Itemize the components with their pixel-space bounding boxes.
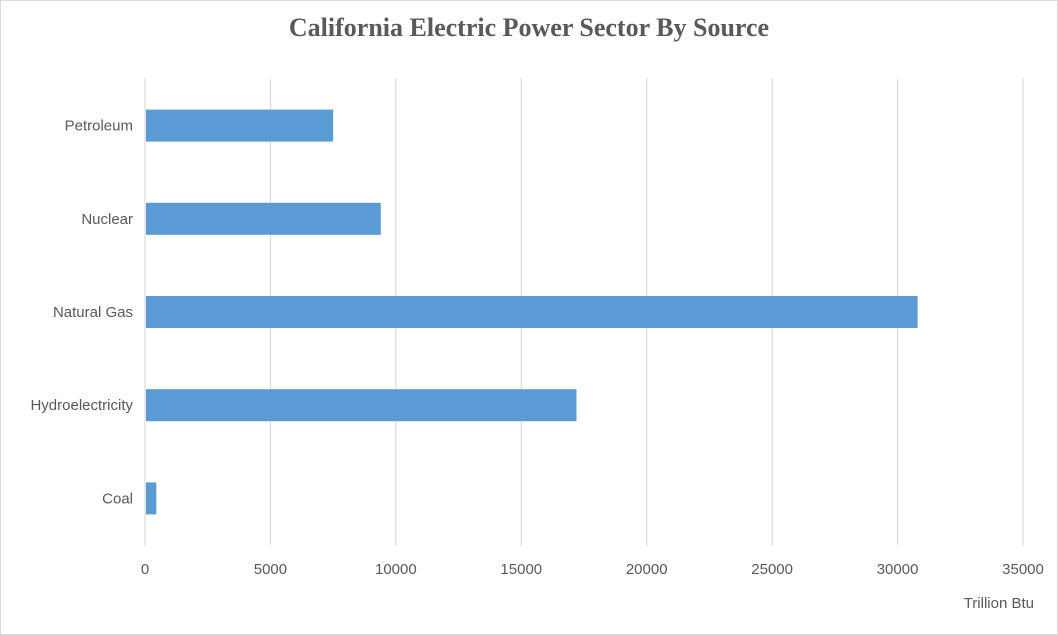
bar-natural-gas[interactable] xyxy=(146,296,918,328)
x-tick-label-5000: 5000 xyxy=(254,561,287,578)
x-tick-label-25000: 25000 xyxy=(751,561,793,578)
category-label-coal: Coal xyxy=(102,490,133,507)
bar-coal[interactable] xyxy=(146,482,157,515)
category-label-petroleum: Petroleum xyxy=(65,118,133,135)
category-label-nuclear: Nuclear xyxy=(81,211,133,228)
x-tick-label-15000: 15000 xyxy=(500,561,542,578)
bar-hydroelectricity[interactable] xyxy=(146,389,577,422)
bar-petroleum[interactable] xyxy=(146,109,334,142)
x-tick-label-30000: 30000 xyxy=(877,561,919,578)
bar-nuclear[interactable] xyxy=(146,202,381,235)
x-tick-label-10000: 10000 xyxy=(375,561,417,578)
x-axis-title: Trillion Btu xyxy=(964,595,1034,612)
category-label-natural-gas: Natural Gas xyxy=(53,304,133,321)
x-tick-label-35000: 35000 xyxy=(1002,561,1044,578)
category-label-hydroelectricity: Hydroelectricity xyxy=(30,397,133,414)
x-tick-label-20000: 20000 xyxy=(626,561,668,578)
x-tick-label-0: 0 xyxy=(141,561,149,578)
chart-title: California Electric Power Sector By Sour… xyxy=(288,13,770,42)
